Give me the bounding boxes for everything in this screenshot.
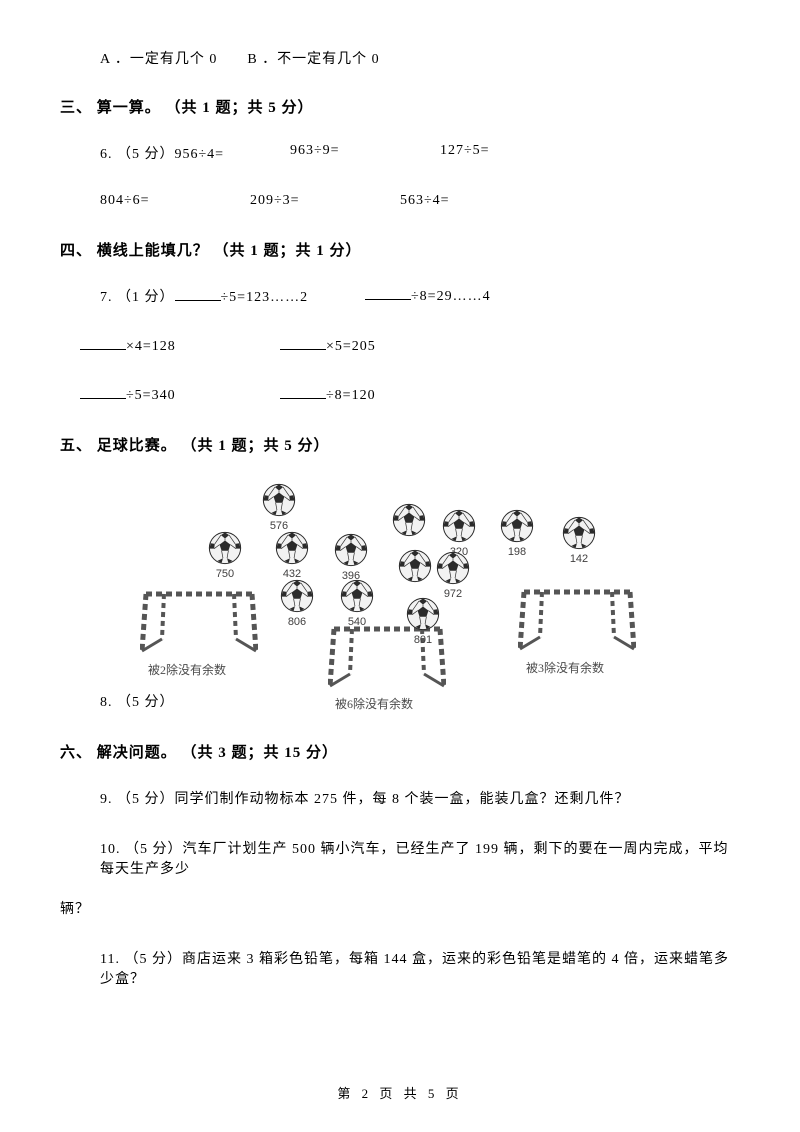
q6-row1: 6. （5 分）956÷4= 963÷9= 127÷5= [60,143,740,163]
soccer-figure: 被2除没有余数 被6除没有余数 被3除没有余数 576 [120,481,680,701]
q6-c4: 804÷6= [100,193,250,209]
q10-line1: 10. （5 分）汽车厂计划生产 500 辆小汽车，已经生产了 199 辆，剩下… [60,838,740,878]
soccer-ball-icon [398,549,432,583]
q7-blank-c2[interactable] [280,385,326,399]
soccer-ball-icon [500,509,534,543]
section-6-title: 六、 解决问题。 （共 3 题；共 15 分） [60,741,740,762]
q7-blank-a1[interactable] [175,287,221,301]
goal [518,589,636,656]
options-ab: A ．一定有几个 0 B ．不一定有几个 0 [60,48,740,68]
q10-line2: 辆？ [60,898,740,918]
soccer-ball-icon [262,483,296,517]
q7-row1: 7. （1 分） ÷5=123……2 ÷8=29……4 [60,286,740,306]
q7-a1: ÷5=123……2 [221,290,309,305]
soccer-ball-icon [208,531,242,565]
ball-number: 198 [500,546,534,558]
q7-c2: ÷8=120 [326,388,376,403]
soccer-ball: 576 [262,483,296,532]
q7-b1: ×4=128 [126,339,176,354]
ball-number: 750 [208,568,242,580]
goal-label: 被6除没有余数 [335,695,413,712]
soccer-ball-icon [562,516,596,550]
soccer-ball: 396 [334,533,368,582]
goal [140,591,258,658]
goal-label: 被3除没有余数 [526,659,604,676]
q9-text: 9. （5 分）同学们制作动物标本 275 件，每 8 个装一盒，能装几盒？还剩… [60,788,740,808]
soccer-ball: 142 [562,516,596,565]
q6-c1: 956÷4= [175,147,225,162]
soccer-ball: 432 [275,531,309,580]
soccer-ball: 806 [280,579,314,628]
soccer-ball-icon [442,509,476,543]
q6-c2: 963÷9= [290,143,440,163]
q6-label: 6. （5 分） [100,147,175,162]
q7-row2: ×4=128 ×5=205 [60,336,740,355]
soccer-ball-icon [406,597,440,631]
goal-icon [518,589,636,651]
q6-c6: 563÷4= [400,193,450,209]
q6-c5: 209÷3= [250,193,400,209]
soccer-ball: 540 [340,579,374,628]
q7-blank-b1[interactable] [80,336,126,350]
soccer-ball-icon [334,533,368,567]
q7-row3: ÷5=340 ÷8=120 [60,385,740,404]
soccer-ball-icon [392,503,426,537]
page-footer: 第 2 页 共 5 页 [0,1083,800,1102]
soccer-ball [392,503,426,540]
ball-number: 806 [280,616,314,628]
section-4-title: 四、 横线上能填几？ （共 1 题；共 1 分） [60,239,740,260]
q6-row2: 804÷6= 209÷3= 563÷4= [60,193,740,209]
soccer-ball: 198 [500,509,534,558]
goal-label: 被2除没有余数 [148,661,226,678]
ball-number: 540 [340,616,374,628]
section-5-title: 五、 足球比赛。 （共 1 题；共 5 分） [60,434,740,455]
soccer-ball: 972 [436,551,470,600]
soccer-ball-icon [275,531,309,565]
q7-blank-a2[interactable] [365,286,411,300]
soccer-ball-icon [436,551,470,585]
soccer-ball [398,549,432,586]
ball-number: 142 [562,553,596,565]
soccer-ball-icon [340,579,374,613]
q7-c1: ÷5=340 [126,388,176,403]
q11-text: 11. （5 分）商店运来 3 箱彩色铅笔，每箱 144 盒，运来的彩色铅笔是蜡… [60,948,740,988]
ball-number: 801 [406,634,440,646]
soccer-ball-icon [280,579,314,613]
q6-c3: 127÷5= [440,143,490,163]
q7-b2: ×5=205 [326,339,376,354]
q7-blank-b2[interactable] [280,336,326,350]
goal-icon [140,591,258,653]
q7-blank-c1[interactable] [80,385,126,399]
soccer-ball: 750 [208,531,242,580]
q7-label: 7. （1 分） [100,290,175,305]
ball-number: 972 [436,588,470,600]
soccer-ball: 801 [406,597,440,646]
section-3-title: 三、 算一算。 （共 1 题；共 5 分） [60,96,740,117]
q7-a2: ÷8=29……4 [411,289,491,304]
